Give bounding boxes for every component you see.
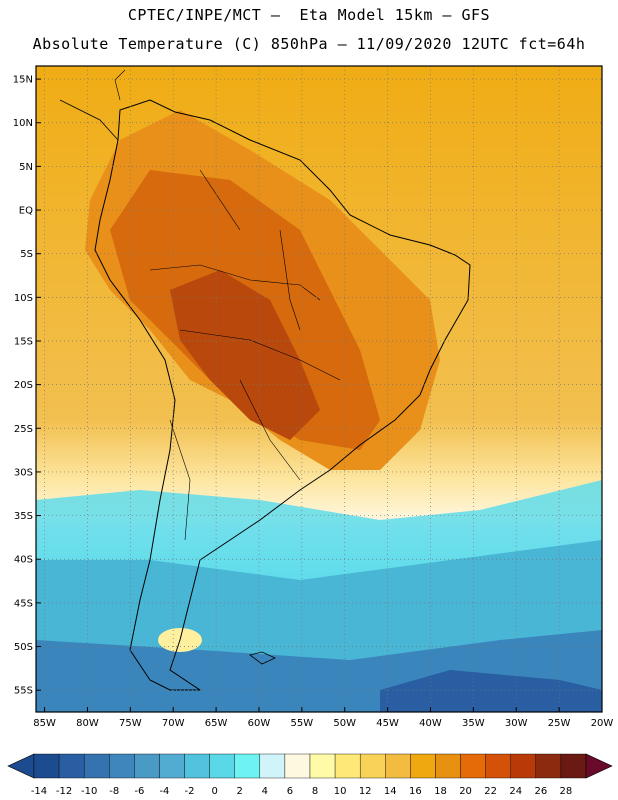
colorbar-swatch bbox=[134, 753, 160, 779]
colorbar bbox=[7, 753, 613, 779]
colorbar-swatch bbox=[560, 753, 587, 779]
colorbar-swatch bbox=[334, 753, 361, 779]
lon-label: 70W bbox=[162, 718, 185, 729]
latitude-labels: 15N 10N 5N EQ 5S 10S 15S 20S 25S 30S 35S 40S 45S 50S 5… bbox=[13, 75, 33, 697]
lat-label: 35S bbox=[14, 511, 33, 522]
colorbar-swatch bbox=[485, 753, 511, 779]
colorbar-swatch bbox=[410, 753, 436, 779]
title-line-1: CPTEC/INPE/MCT – Eta Model 15km – GFS bbox=[127, 6, 491, 24]
colorbar-label: 20 bbox=[459, 786, 472, 797]
colorbar-label: 2 bbox=[237, 786, 243, 797]
lon-label: 85W bbox=[33, 718, 56, 729]
colorbar-label: 6 bbox=[287, 786, 293, 797]
colorbar-arrow-high bbox=[585, 753, 613, 779]
colorbar-swatch bbox=[284, 753, 311, 779]
colorbar-label: 0 bbox=[211, 786, 217, 797]
temperature-field bbox=[36, 66, 602, 712]
colorbar-labels: -14 -12 -10 -8 -6 -4 -2 0 2 4 6 8 10 12 14 16 18 20 22 24 26… bbox=[31, 786, 572, 797]
colorbar-label: -6 bbox=[134, 786, 144, 797]
graticule bbox=[36, 66, 603, 712]
colorbar-swatch bbox=[109, 753, 135, 779]
lon-label: 60W bbox=[248, 718, 271, 729]
longitude-labels: 85W 80W 75W 70W 65W 60W 55W 50W 45W 40W 35W 30W 25W 2… bbox=[33, 718, 613, 729]
lat-label: 15S bbox=[14, 336, 33, 347]
lon-label: 75W bbox=[119, 718, 142, 729]
lat-label: 10N bbox=[13, 118, 33, 129]
colorbar-label: -8 bbox=[109, 786, 119, 797]
colorbar-label: 4 bbox=[262, 786, 268, 797]
colorbar-swatch bbox=[259, 753, 286, 779]
lon-label: 35W bbox=[462, 718, 485, 729]
colorbar-label: 16 bbox=[409, 786, 422, 797]
colorbar-label: 14 bbox=[384, 786, 397, 797]
colorbar-swatch bbox=[209, 753, 235, 779]
lat-label: 50S bbox=[14, 642, 33, 653]
lat-label: 25S bbox=[14, 424, 33, 435]
colorbar-swatch bbox=[435, 753, 461, 779]
colorbar-label: 28 bbox=[560, 786, 573, 797]
colorbar-label: -2 bbox=[185, 786, 195, 797]
lon-label: 40W bbox=[419, 718, 442, 729]
colorbar-label: 22 bbox=[484, 786, 497, 797]
coastline bbox=[94, 99, 471, 691]
colorbar-label: 8 bbox=[312, 786, 318, 797]
title-line-2: Absolute Temperature (C) 850hPa – 11/09/… bbox=[32, 35, 586, 53]
colorbar-label: -10 bbox=[81, 786, 97, 797]
lat-label: 5N bbox=[19, 162, 33, 173]
lat-label: 55S bbox=[14, 686, 33, 697]
colorbar-swatch bbox=[159, 753, 185, 779]
lat-label: 20S bbox=[14, 380, 33, 391]
colorbar-label: 26 bbox=[534, 786, 547, 797]
colorbar-swatch bbox=[460, 753, 486, 779]
colorbar-label: -14 bbox=[31, 786, 47, 797]
colorbar-label: 24 bbox=[509, 786, 522, 797]
colorbar-swatch bbox=[58, 753, 85, 779]
colorbar-swatch bbox=[234, 753, 261, 779]
colorbar-swatch bbox=[83, 753, 110, 779]
lat-label: 45S bbox=[14, 598, 33, 609]
colorbar-label: -12 bbox=[56, 786, 72, 797]
colorbar-label: 12 bbox=[359, 786, 372, 797]
colorbar-swatch bbox=[510, 753, 537, 779]
lon-label: 45W bbox=[376, 718, 399, 729]
map-frame bbox=[35, 65, 603, 713]
lat-label: 15N bbox=[13, 75, 33, 86]
colorbar-label: 18 bbox=[434, 786, 447, 797]
colorbar-swatch bbox=[309, 753, 336, 779]
colorbar-swatch bbox=[359, 753, 386, 779]
lat-label: EQ bbox=[19, 206, 33, 217]
colorbar-arrow-low bbox=[7, 753, 35, 779]
lat-label: 10S bbox=[14, 293, 33, 304]
colorbar-swatch bbox=[184, 753, 210, 779]
lon-label: 55W bbox=[291, 718, 314, 729]
lat-label: 40S bbox=[14, 555, 33, 566]
colorbar-swatch bbox=[385, 753, 411, 779]
lon-label: 50W bbox=[333, 718, 356, 729]
colorbar-label: 10 bbox=[334, 786, 347, 797]
lon-label: 80W bbox=[76, 718, 99, 729]
lat-label: 5S bbox=[20, 249, 33, 260]
colorbar-swatch bbox=[535, 753, 562, 779]
lat-label: 30S bbox=[14, 467, 33, 478]
lon-label: 25W bbox=[548, 718, 571, 729]
lon-label: 65W bbox=[205, 718, 228, 729]
lon-label: 20W bbox=[591, 718, 614, 729]
lon-label: 30W bbox=[505, 718, 528, 729]
colorbar-swatch bbox=[33, 753, 60, 779]
colorbar-label: -4 bbox=[159, 786, 169, 797]
